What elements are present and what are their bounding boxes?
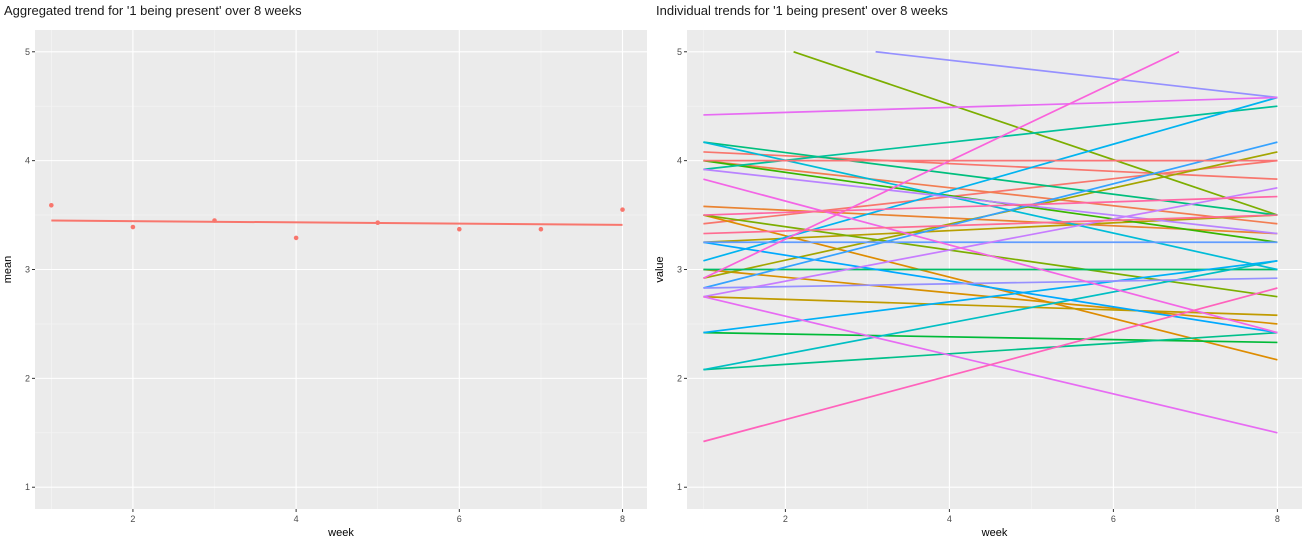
- series-line: [703, 287, 1278, 443]
- series-line: [703, 331, 1278, 344]
- individual-trends-chart: Individual trends for '1 being present' …: [652, 0, 1304, 543]
- y-tick-label: 5: [677, 47, 682, 57]
- aggregated-trend-chart: Aggregated trend for '1 being present' o…: [0, 0, 650, 543]
- chart-title: Aggregated trend for '1 being present' o…: [4, 3, 302, 18]
- y-tick-label: 4: [677, 156, 682, 166]
- series-line: [703, 168, 1278, 235]
- x-tick-label: 2: [130, 514, 135, 524]
- series-line: [703, 277, 1278, 289]
- x-axis-label: week: [327, 527, 354, 539]
- y-tick-label: 5: [25, 47, 30, 57]
- data-layer: [49, 202, 625, 241]
- data-layer: [703, 50, 1278, 443]
- x-tick-label: 8: [620, 514, 625, 524]
- chart-title: Individual trends for '1 being present' …: [656, 3, 948, 18]
- series-line: [703, 105, 1278, 171]
- series-line: [703, 187, 1278, 298]
- data-point: [293, 235, 299, 241]
- data-point: [457, 226, 462, 232]
- data-point: [49, 202, 54, 208]
- series-line: [703, 295, 1278, 317]
- data-point: [130, 224, 136, 230]
- series-line: [703, 214, 1278, 235]
- x-tick-label: 6: [457, 514, 462, 524]
- data-point: [212, 218, 217, 223]
- x-tick-label: 2: [783, 514, 788, 524]
- trend-line: [51, 219, 623, 226]
- series-line: [703, 259, 1278, 334]
- individual-plot: 2 4 6 8 1 2 3 4 5 week value: [654, 30, 1302, 539]
- series-line: [703, 51, 1180, 279]
- x-axis-label: week: [981, 527, 1008, 539]
- series-line: [703, 331, 1278, 371]
- series-line: [703, 241, 1278, 334]
- series-line: [875, 50, 1278, 99]
- y-tick-label: 3: [677, 265, 682, 275]
- y-tick-label: 1: [677, 482, 682, 492]
- x-tick-label: 8: [1275, 514, 1280, 524]
- series-line: [703, 195, 1278, 216]
- y-tick-label: 2: [677, 373, 682, 383]
- series-line: [703, 141, 1278, 289]
- data-point: [538, 226, 544, 232]
- series-line: [703, 214, 1278, 244]
- data-point: [620, 207, 625, 212]
- y-tick-label: 1: [25, 482, 30, 492]
- aggregated-plot: 2 4 6 8 1 2 3 4 5 week mean: [2, 30, 647, 539]
- y-axis-label: mean: [2, 256, 14, 284]
- y-tick-label: 2: [25, 373, 30, 383]
- y-tick-label: 3: [25, 265, 30, 275]
- x-tick-label: 4: [947, 514, 952, 524]
- series-line: [703, 259, 1278, 371]
- x-tick-label: 4: [294, 514, 299, 524]
- series-line: [703, 151, 1278, 180]
- y-axis-label: value: [654, 256, 666, 282]
- series-line: [703, 96, 1278, 116]
- series-line: [703, 178, 1278, 334]
- data-point: [375, 220, 381, 225]
- series-line: [703, 159, 1278, 225]
- y-tick-label: 4: [25, 156, 30, 166]
- x-tick-label: 6: [1111, 514, 1116, 524]
